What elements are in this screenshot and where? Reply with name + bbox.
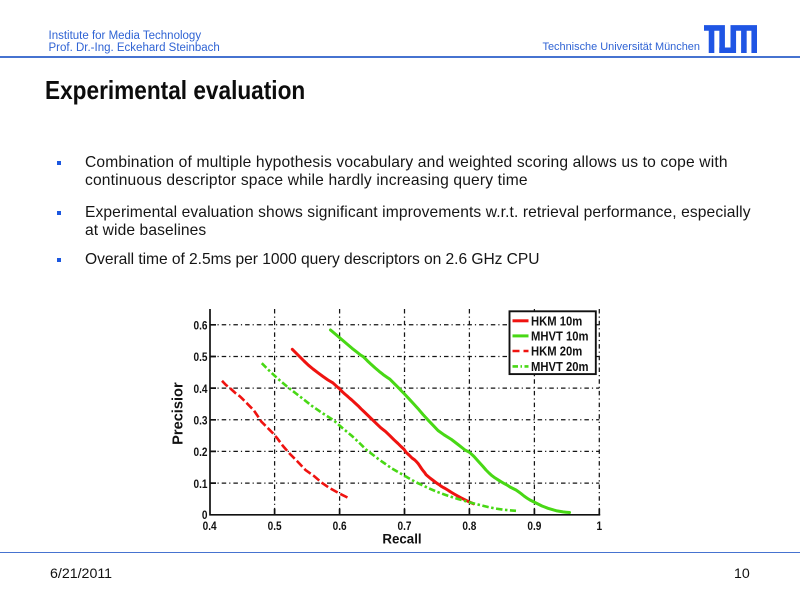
- svg-text:0.1: 0.1: [193, 478, 207, 491]
- svg-text:Precisior: Precisior: [171, 382, 187, 445]
- svg-text:0.4: 0.4: [203, 520, 218, 533]
- svg-text:MHVT 20m: MHVT 20m: [531, 359, 588, 374]
- svg-text:0.5: 0.5: [193, 351, 207, 364]
- svg-text:0.3: 0.3: [193, 415, 207, 428]
- svg-text:Recall: Recall: [382, 531, 421, 546]
- svg-text:0.8: 0.8: [462, 520, 476, 533]
- svg-text:0.6: 0.6: [193, 320, 207, 333]
- svg-text:0.9: 0.9: [527, 520, 541, 533]
- svg-text:1: 1: [596, 520, 602, 533]
- svg-text:0.7: 0.7: [397, 520, 411, 533]
- svg-text:0: 0: [202, 509, 208, 522]
- svg-text:HKM 10m: HKM 10m: [531, 314, 582, 329]
- svg-text:0.2: 0.2: [193, 446, 207, 459]
- svg-text:0.5: 0.5: [268, 520, 282, 533]
- svg-text:0.6: 0.6: [333, 520, 347, 533]
- svg-text:HKM 20m: HKM 20m: [531, 344, 582, 359]
- svg-text:MHVT 10m: MHVT 10m: [531, 329, 588, 344]
- svg-text:0.4: 0.4: [193, 383, 208, 396]
